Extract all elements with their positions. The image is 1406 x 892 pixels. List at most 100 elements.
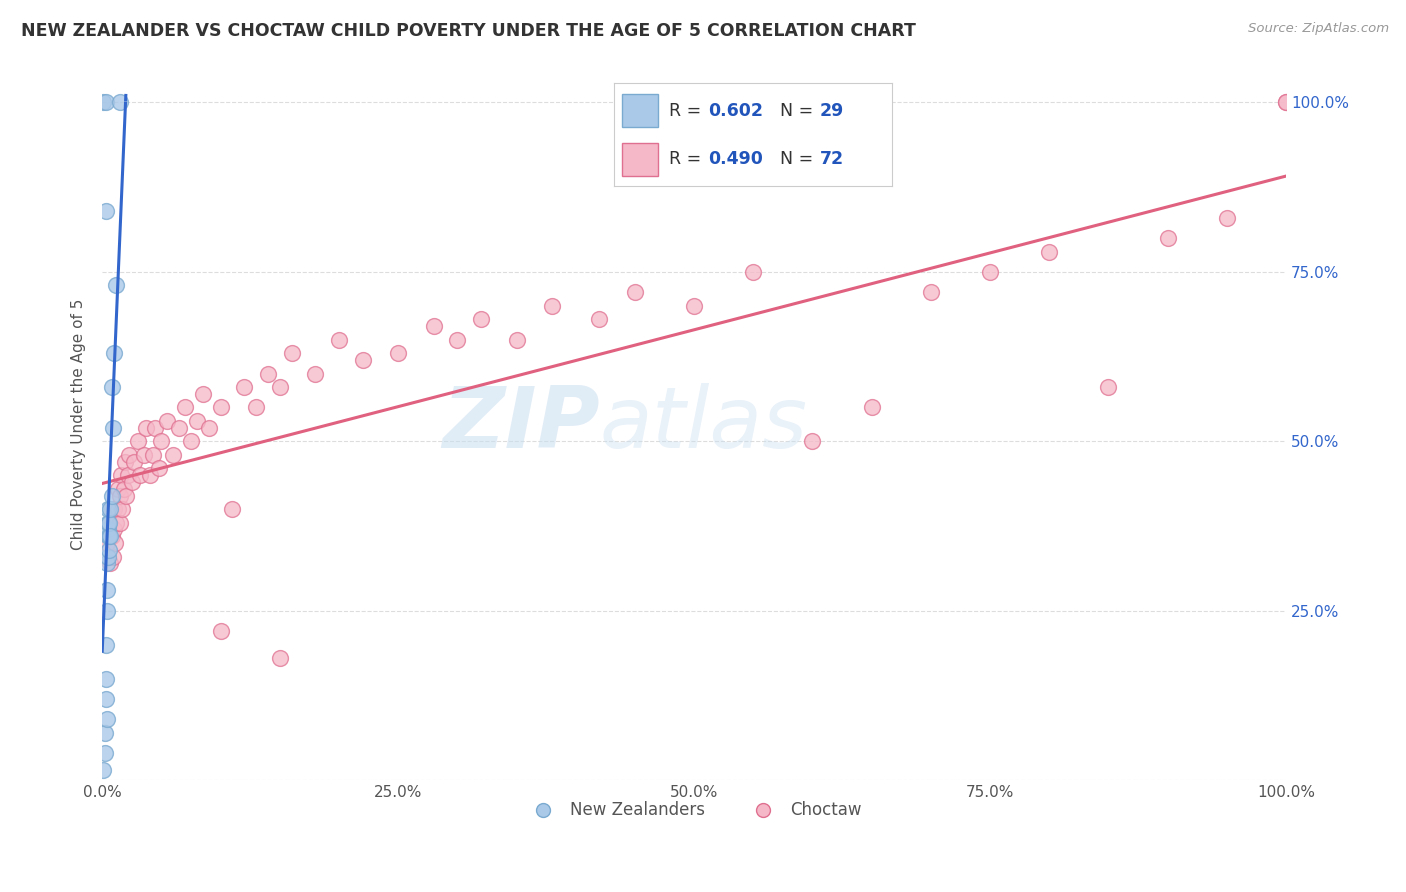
- Point: [93, 95, 115, 110]
- Point: [129, 468, 152, 483]
- Point: [121, 475, 143, 489]
- Point: [505, 333, 527, 347]
- Point: [103, 523, 125, 537]
- Point: [245, 401, 267, 415]
- Point: [150, 434, 173, 449]
- Point: [105, 278, 128, 293]
- Point: [108, 489, 131, 503]
- Point: [624, 285, 647, 300]
- Point: [98, 542, 121, 557]
- Point: [148, 461, 170, 475]
- Point: [108, 516, 131, 530]
- Point: [162, 448, 184, 462]
- Point: [101, 421, 124, 435]
- Point: [209, 624, 232, 639]
- Point: [156, 414, 179, 428]
- Point: [96, 536, 118, 550]
- Point: [97, 502, 120, 516]
- Point: [920, 285, 942, 300]
- Point: [191, 387, 214, 401]
- Point: [387, 346, 409, 360]
- Point: [97, 529, 120, 543]
- Y-axis label: Child Poverty Under the Age of 5: Child Poverty Under the Age of 5: [72, 299, 86, 550]
- Point: [98, 516, 121, 530]
- Point: [93, 726, 115, 740]
- Point: [209, 401, 232, 415]
- Point: [108, 95, 131, 110]
- Point: [186, 414, 208, 428]
- Point: [221, 502, 243, 516]
- Point: [93, 763, 115, 777]
- Point: [112, 482, 135, 496]
- Point: [98, 529, 121, 543]
- Point: [118, 448, 141, 462]
- Point: [132, 448, 155, 462]
- Point: [541, 299, 564, 313]
- Point: [96, 712, 118, 726]
- Point: [145, 421, 167, 435]
- Point: [174, 401, 197, 415]
- Point: [683, 299, 706, 313]
- Point: [1156, 231, 1178, 245]
- Point: [422, 319, 444, 334]
- Point: [257, 367, 280, 381]
- Point: [114, 455, 136, 469]
- Point: [1275, 95, 1298, 110]
- Point: [801, 434, 824, 449]
- Point: [1097, 380, 1119, 394]
- Point: [93, 746, 115, 760]
- Point: [122, 455, 145, 469]
- Point: [352, 353, 374, 368]
- Point: [97, 516, 120, 530]
- Point: [97, 549, 120, 564]
- Point: [588, 312, 610, 326]
- Point: [103, 502, 125, 516]
- Point: [100, 380, 122, 394]
- Point: [107, 502, 129, 516]
- Point: [100, 489, 122, 503]
- Point: [107, 482, 129, 496]
- Text: ZIP: ZIP: [441, 383, 599, 466]
- Point: [280, 346, 302, 360]
- Point: [138, 468, 160, 483]
- Point: [94, 638, 117, 652]
- Point: [115, 489, 138, 503]
- Point: [446, 333, 468, 347]
- Point: [742, 265, 765, 279]
- Point: [127, 434, 149, 449]
- Point: [269, 651, 291, 665]
- Point: [979, 265, 1001, 279]
- Point: [180, 434, 202, 449]
- Point: [328, 333, 350, 347]
- Text: atlas: atlas: [599, 383, 807, 466]
- Point: [94, 672, 117, 686]
- Point: [96, 583, 118, 598]
- Point: [111, 502, 134, 516]
- Point: [100, 529, 122, 543]
- Point: [470, 312, 492, 326]
- Point: [304, 367, 326, 381]
- Point: [100, 502, 122, 516]
- Point: [1216, 211, 1239, 225]
- Point: [117, 468, 139, 483]
- Text: NEW ZEALANDER VS CHOCTAW CHILD POVERTY UNDER THE AGE OF 5 CORRELATION CHART: NEW ZEALANDER VS CHOCTAW CHILD POVERTY U…: [21, 22, 915, 40]
- Point: [105, 516, 128, 530]
- Legend: New Zealanders, Choctaw: New Zealanders, Choctaw: [520, 794, 868, 825]
- Point: [97, 523, 120, 537]
- Point: [94, 203, 117, 218]
- Point: [860, 401, 883, 415]
- Point: [1038, 244, 1060, 259]
- Point: [98, 516, 121, 530]
- Point: [233, 380, 256, 394]
- Point: [269, 380, 291, 394]
- Point: [94, 692, 117, 706]
- Point: [142, 448, 165, 462]
- Point: [94, 95, 117, 110]
- Point: [197, 421, 219, 435]
- Point: [135, 421, 157, 435]
- Point: [103, 346, 125, 360]
- Point: [110, 468, 132, 483]
- Point: [100, 529, 122, 543]
- Point: [104, 536, 127, 550]
- Point: [96, 604, 118, 618]
